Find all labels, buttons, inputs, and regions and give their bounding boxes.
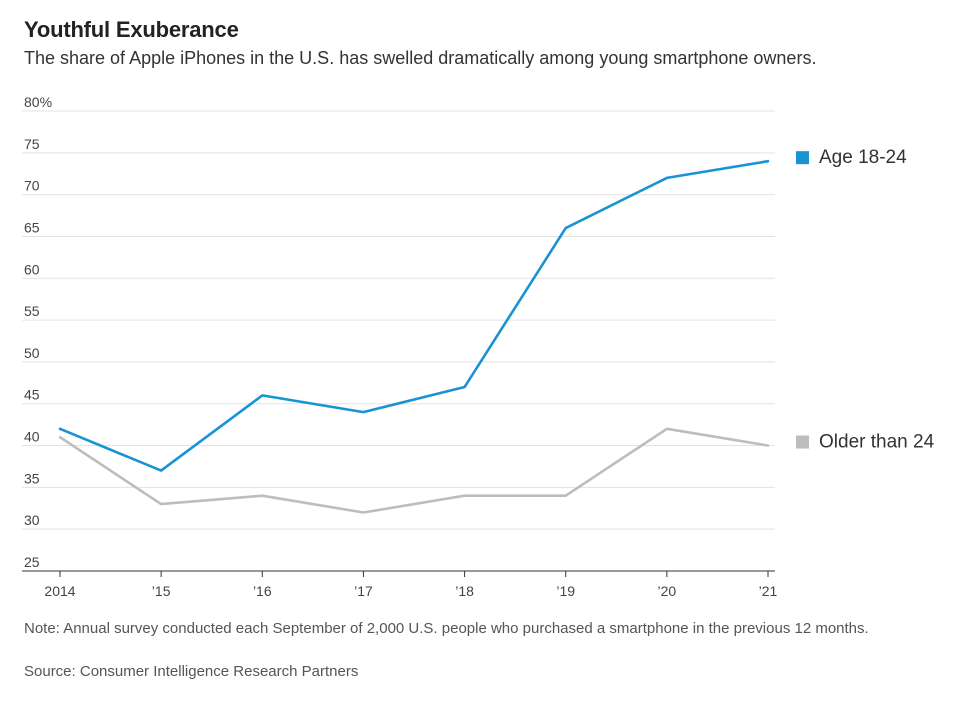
series-line-1 bbox=[58, 427, 770, 514]
y-tick-label-75: 75 bbox=[24, 136, 40, 152]
x-tick-label-4: ’18 bbox=[455, 583, 474, 599]
y-tick-label-55: 55 bbox=[24, 303, 40, 319]
y-tick-label-60: 60 bbox=[24, 261, 40, 277]
y-tick-label-45: 45 bbox=[24, 387, 40, 403]
legend-label-1: Older than 24 bbox=[819, 432, 935, 453]
y-tick-label-80: 80% bbox=[24, 94, 52, 110]
x-axis: 2014 ’15 ’16 ’17 ’18 ’19 ’20 ’21 bbox=[22, 570, 778, 599]
chart-note: Note: Annual survey conducted each Septe… bbox=[24, 620, 869, 637]
gridlines bbox=[22, 110, 775, 530]
chart-subtitle: The share of Apple iPhones in the U.S. h… bbox=[24, 48, 817, 68]
x-tick-label-0: 2014 bbox=[44, 583, 75, 599]
y-tick-label-40: 40 bbox=[24, 429, 40, 445]
legend: Age 18-24 Older than 24 bbox=[796, 147, 935, 453]
y-tick-label-35: 35 bbox=[24, 470, 40, 486]
y-tick-label-50: 50 bbox=[24, 345, 40, 361]
x-tick-label-3: ’17 bbox=[354, 583, 373, 599]
x-tick-label-7: ’21 bbox=[759, 583, 778, 599]
x-tick-label-2: ’16 bbox=[253, 583, 272, 599]
legend-swatch-0 bbox=[796, 151, 809, 165]
legend-label-0: Age 18-24 bbox=[819, 147, 907, 168]
y-axis-ticks: 25 30 35 40 45 50 55 60 65 70 75 80% bbox=[24, 94, 52, 570]
x-tick-label-5: ’19 bbox=[556, 583, 575, 599]
y-tick-label-65: 65 bbox=[24, 219, 40, 235]
chart-source: Source: Consumer Intelligence Research P… bbox=[24, 663, 359, 680]
y-tick-label-30: 30 bbox=[24, 512, 40, 528]
legend-swatch-1 bbox=[796, 435, 809, 449]
series-line-0 bbox=[58, 159, 770, 472]
y-tick-label-25: 25 bbox=[24, 554, 40, 570]
line-chart: 25 30 35 40 45 50 55 60 65 70 75 80% 2014 ’15 ’16 ’17 ’… bbox=[22, 94, 935, 599]
series-lines bbox=[58, 159, 770, 514]
x-tick-label-6: ’20 bbox=[658, 583, 677, 599]
x-tick-label-1: ’15 bbox=[152, 583, 171, 599]
y-tick-label-70: 70 bbox=[24, 178, 40, 194]
chart-title: Youthful Exuberance bbox=[24, 17, 239, 42]
